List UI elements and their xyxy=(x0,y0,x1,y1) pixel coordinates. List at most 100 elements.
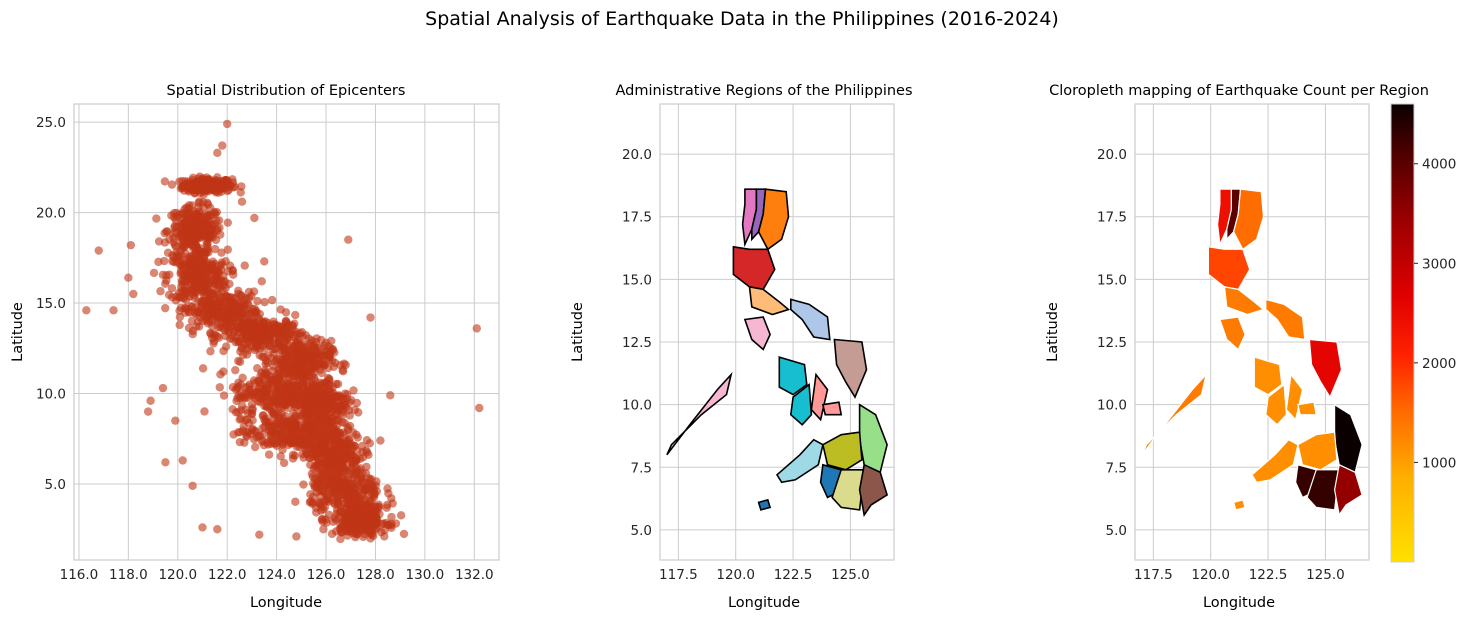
colorbar: 1000 2000 3000 4000 xyxy=(1390,103,1456,563)
scatter-point xyxy=(178,456,187,465)
scatter-point xyxy=(237,309,247,319)
scatter-point xyxy=(352,430,361,439)
y-tick-label: 10.0 xyxy=(1097,398,1127,414)
scatter-point xyxy=(272,381,282,391)
scatter-point xyxy=(263,402,272,411)
scatter-point xyxy=(198,523,207,532)
scatter-point xyxy=(292,419,301,429)
scatter-point xyxy=(338,365,347,375)
scatter-point xyxy=(165,235,174,244)
scatter-point xyxy=(274,331,284,341)
choropleth-region-zamboanga xyxy=(1251,438,1299,483)
region-soccsksargen xyxy=(831,468,866,511)
scatter-point xyxy=(267,377,276,386)
scatter-xlabel: Longitude xyxy=(250,595,322,611)
choropleth-region-bohol xyxy=(1297,401,1317,416)
y-tick-label: 20.0 xyxy=(36,206,66,222)
scatter-point xyxy=(357,441,367,451)
scatter-point xyxy=(178,182,188,191)
x-tick-label: 132.0 xyxy=(455,567,494,583)
scatter-point xyxy=(292,532,301,541)
scatter-point xyxy=(364,518,374,527)
scatter-point xyxy=(203,319,213,328)
scatter-point xyxy=(160,228,169,238)
scatter-point xyxy=(344,406,354,415)
scatter-point xyxy=(247,336,256,345)
scatter-point xyxy=(337,523,347,533)
scatter-point xyxy=(191,247,201,256)
scatter-point xyxy=(247,409,256,418)
scatter-point xyxy=(252,307,261,316)
scatter-point xyxy=(194,207,204,216)
scatter-point xyxy=(319,525,328,534)
scatter-point xyxy=(219,280,228,290)
scatter-point xyxy=(206,347,215,356)
scatter-point xyxy=(276,305,285,314)
scatter-point xyxy=(297,372,307,381)
scatter-point xyxy=(336,508,346,517)
scatter-point xyxy=(355,454,365,463)
scatter-point xyxy=(334,492,343,502)
scatter-point xyxy=(202,300,212,309)
scatter-point xyxy=(299,480,308,489)
regions-ylabel: Latitude xyxy=(570,302,586,362)
scatter-point xyxy=(209,210,218,220)
scatter-point xyxy=(154,257,163,267)
scatter-point xyxy=(323,415,332,424)
scatter-point xyxy=(253,376,263,386)
scatter-point xyxy=(380,532,389,541)
scatter-point xyxy=(176,261,185,270)
choropleth-polygons xyxy=(1141,188,1363,517)
choropleth-region-mimaropa-palawan xyxy=(1141,372,1208,456)
x-tick-label: 126.0 xyxy=(307,567,346,583)
scatter-point xyxy=(213,525,222,534)
scatter-point xyxy=(149,268,159,278)
scatter-point xyxy=(328,382,338,391)
choropleth-region-davao xyxy=(1333,463,1363,517)
scatter-point xyxy=(253,364,262,373)
region-bohol xyxy=(821,401,843,416)
scatter-points xyxy=(82,119,484,544)
scatter-point xyxy=(314,498,324,507)
scatter-point xyxy=(318,380,327,389)
scatter-point xyxy=(323,436,333,446)
scatter-point xyxy=(194,254,204,263)
scatter-point xyxy=(204,290,214,299)
scatter-point xyxy=(180,242,189,252)
scatter-point xyxy=(287,321,297,330)
y-tick-label: 12.5 xyxy=(622,335,652,351)
scatter-point xyxy=(252,344,261,353)
choropleth-region-central-luzon xyxy=(1207,246,1251,291)
choropleth-frame xyxy=(1134,103,1370,561)
region-cagayan xyxy=(757,188,790,251)
scatter-point xyxy=(185,292,194,301)
scatter-point xyxy=(310,344,320,354)
scatter-point xyxy=(156,287,165,296)
choropleth-title: Cloropleth mapping of Earthquake Count p… xyxy=(1049,83,1429,99)
scatter-point xyxy=(275,368,284,378)
scatter-point xyxy=(228,266,238,276)
regions-frame xyxy=(659,103,895,561)
scatter-point xyxy=(347,515,356,524)
scatter-point xyxy=(386,391,395,400)
scatter-point xyxy=(322,394,331,404)
scatter-point xyxy=(312,475,321,484)
scatter-point xyxy=(349,386,358,395)
scatter-point xyxy=(340,479,350,488)
scatter-point xyxy=(350,466,360,475)
scatter-point xyxy=(294,386,304,396)
region-central-luzon xyxy=(732,245,776,291)
scatter-point xyxy=(258,423,267,433)
scatter-point xyxy=(208,257,218,266)
regions-title: Administrative Regions of the Philippine… xyxy=(615,83,912,99)
scatter-point xyxy=(235,337,244,346)
scatter-point xyxy=(164,290,174,300)
scatter-point xyxy=(253,296,262,306)
scatter-point xyxy=(290,330,299,340)
scatter-point xyxy=(181,249,190,258)
scatter-point xyxy=(167,284,177,293)
scatter-point xyxy=(308,380,317,389)
scatter-point xyxy=(216,182,226,191)
scatter-point xyxy=(167,180,177,189)
scatter-point xyxy=(214,312,223,321)
